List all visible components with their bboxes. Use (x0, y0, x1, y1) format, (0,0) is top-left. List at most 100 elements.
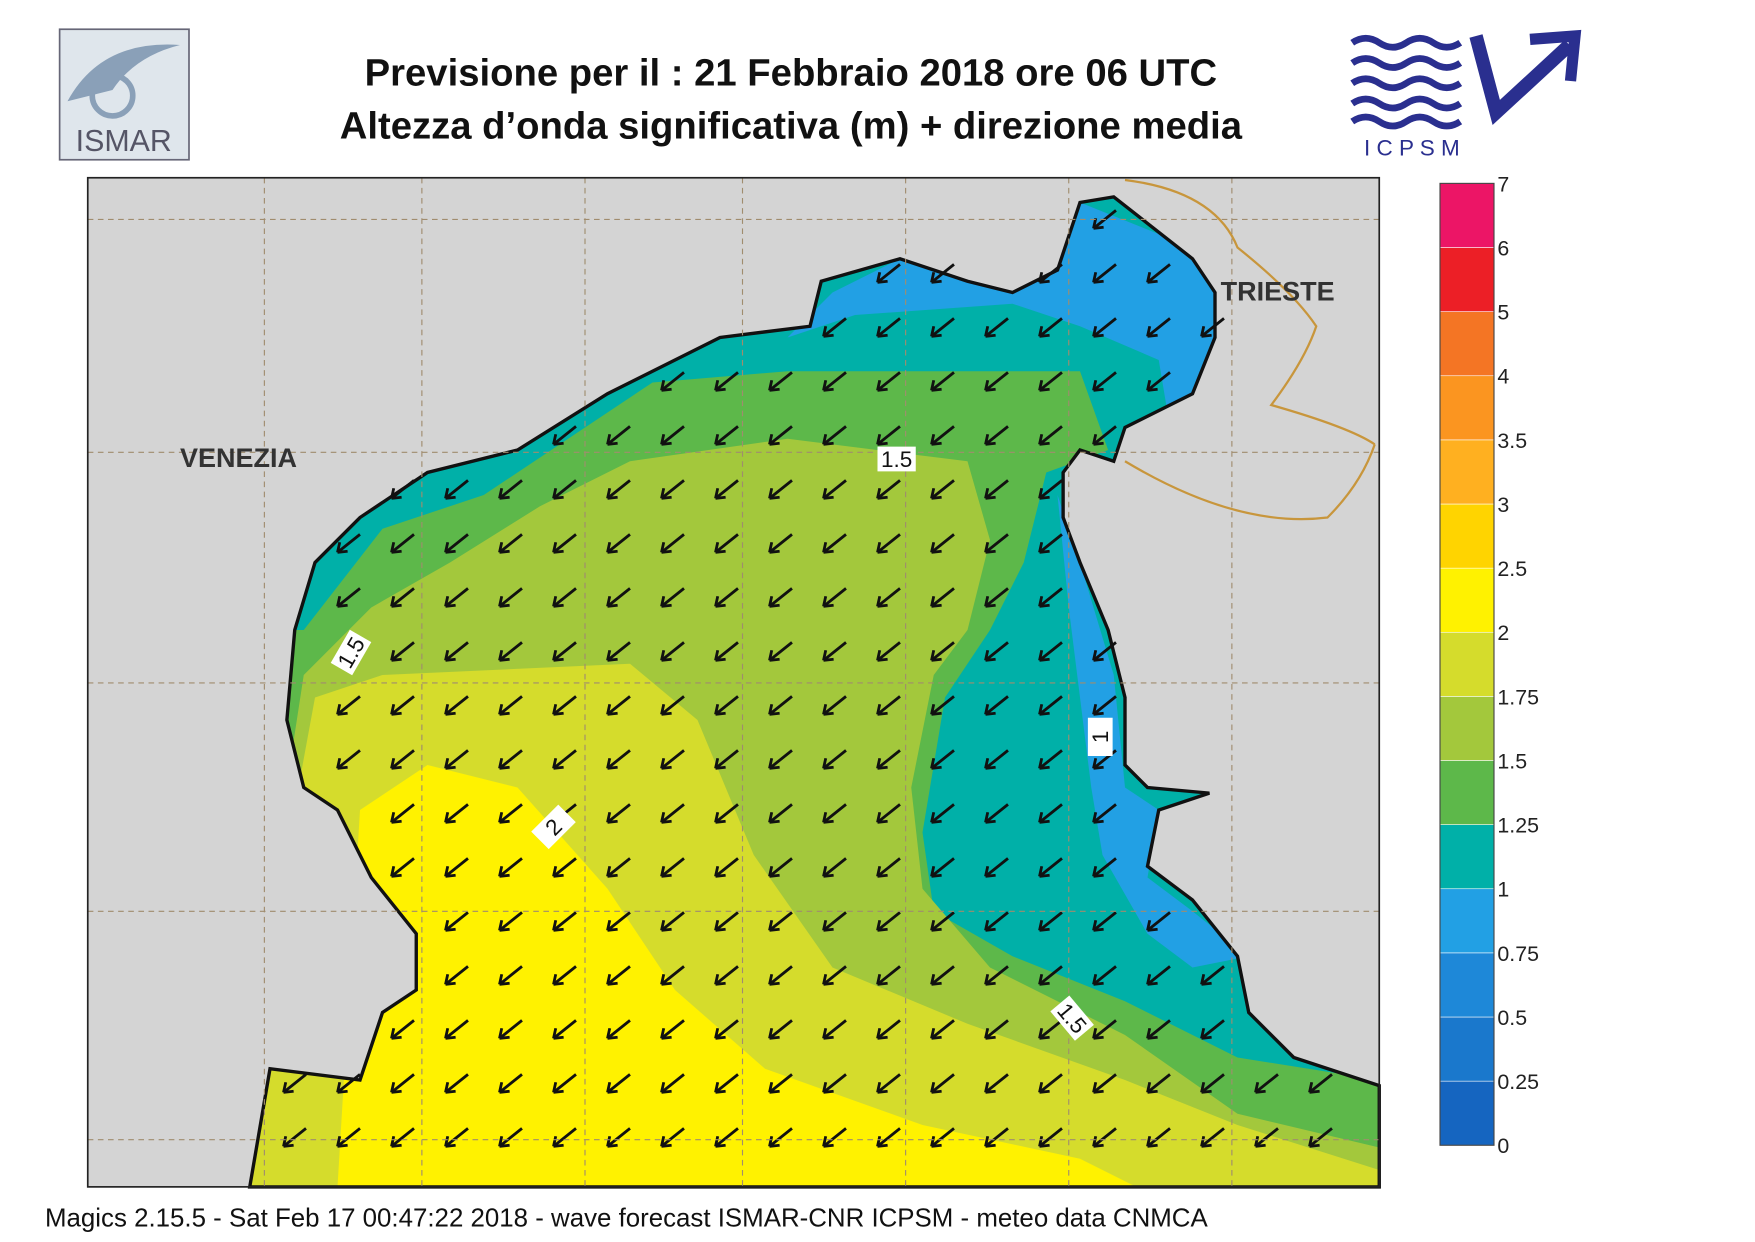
wave-arrow (822, 425, 847, 446)
wave-arrow (390, 533, 415, 554)
colorbar-tick-label: 1.25 (1497, 814, 1539, 838)
wave-arrow (930, 911, 955, 932)
wave-arrow (444, 533, 469, 554)
wave-arrow (1092, 695, 1117, 716)
wave-arrow (930, 533, 955, 554)
wave-arrow (930, 587, 955, 608)
wave-arrow (1038, 965, 1063, 986)
wave-arrow (876, 1073, 901, 1094)
wave-arrow (1038, 425, 1063, 446)
wave-arrow (606, 479, 631, 500)
colorbar-band (1439, 503, 1495, 569)
wave-arrow (1146, 1019, 1171, 1040)
wave-arrow (1038, 1019, 1063, 1040)
arrows (282, 209, 1333, 1148)
colorbar-band (1439, 183, 1495, 248)
wave-arrow (984, 479, 1009, 500)
wave-arrow (390, 1127, 415, 1148)
wave-arrow (822, 479, 847, 500)
wave-arrow (1038, 695, 1063, 716)
wave-arrow (1146, 911, 1171, 932)
wave-arrow (930, 641, 955, 662)
wave-arrow (768, 371, 793, 392)
wave-arrow (1146, 1073, 1171, 1094)
wave-arrow (768, 1019, 793, 1040)
wave-arrow (930, 1073, 955, 1094)
wave-arrow (1038, 911, 1063, 932)
wave-arrow (714, 1073, 739, 1094)
wave-arrow (660, 911, 685, 932)
wave-arrow (822, 317, 847, 338)
wave-arrow (1146, 263, 1171, 284)
ismar-logo: ISMAR (58, 28, 190, 161)
colorbar-frame (1439, 182, 1495, 1146)
wave-arrow (984, 425, 1009, 446)
logo-text: I C P S M (1364, 135, 1460, 160)
wave-arrow (930, 1019, 955, 1040)
wave-arrow (1092, 425, 1117, 446)
wave-arrow (930, 857, 955, 878)
colorbar-tick-label: 4 (1497, 365, 1509, 389)
wave-arrow (1092, 1127, 1117, 1148)
wave-arrow (876, 371, 901, 392)
wave-arrow (552, 641, 577, 662)
wave-arrow (552, 587, 577, 608)
wave-arrow (1146, 371, 1171, 392)
wave-arrow (822, 641, 847, 662)
wave-arrow (1200, 1019, 1225, 1040)
wave-arrow (444, 857, 469, 878)
wave-zone (337, 765, 1137, 1187)
wave-arrow (822, 1127, 847, 1148)
wave-arrow (660, 533, 685, 554)
wave-arrow (498, 803, 523, 824)
wave-arrow (876, 749, 901, 770)
wave-arrow (930, 749, 955, 770)
wave-arrow (660, 965, 685, 986)
wave-arrow (498, 587, 523, 608)
wave-arrow (984, 587, 1009, 608)
wave-arrow (498, 479, 523, 500)
wave-arrow (444, 1073, 469, 1094)
colorbar-tick-label: 6 (1497, 236, 1509, 260)
wave-arrow (714, 1019, 739, 1040)
wave-arrow (552, 965, 577, 986)
colorbar: 0 0.25 0.5 0.75 1 1.25 1.5 1.75 2 2.5 3 3.5 4 5 6 7 (1439, 172, 1539, 1158)
canvas: ISMAR Previsione per il : 21 Febbraio 20… (45, 28, 1582, 1232)
wave-arrow (606, 641, 631, 662)
wave-arrow (876, 479, 901, 500)
wave-arrow (1200, 1073, 1225, 1094)
wave-arrow (714, 479, 739, 500)
wave-arrow (822, 965, 847, 986)
wave-arrow (660, 587, 685, 608)
wave-arrow (984, 803, 1009, 824)
wave-arrow (1092, 1019, 1117, 1040)
wave-arrow (390, 857, 415, 878)
wave-arrow (1038, 317, 1063, 338)
contour-label-bg (877, 446, 916, 472)
wave-arrow (876, 263, 901, 284)
wave-arrow (336, 587, 361, 608)
wave-arrow (1038, 263, 1063, 284)
wave-arrow (876, 425, 901, 446)
wave-arrow (1092, 911, 1117, 932)
wave-arrow (984, 371, 1009, 392)
wave-arrow (390, 695, 415, 716)
wave-arrow (714, 749, 739, 770)
wave-arrow (1200, 317, 1225, 338)
wave-arrow (1092, 371, 1117, 392)
wave-arrow (606, 965, 631, 986)
wave-arrow (336, 1127, 361, 1148)
wave-arrow (606, 695, 631, 716)
wave-arrow (768, 803, 793, 824)
wave-arrow (498, 1127, 523, 1148)
wave-arrow (498, 1073, 523, 1094)
contour-label: 2 (531, 804, 576, 850)
wave-arrow (606, 1019, 631, 1040)
wave-arrow (606, 1127, 631, 1148)
colorbar-band (1439, 824, 1495, 890)
wave-arrow (444, 587, 469, 608)
wave-arrow (660, 1127, 685, 1148)
wave-arrow (1146, 317, 1171, 338)
colorbar-band (1439, 760, 1495, 825)
